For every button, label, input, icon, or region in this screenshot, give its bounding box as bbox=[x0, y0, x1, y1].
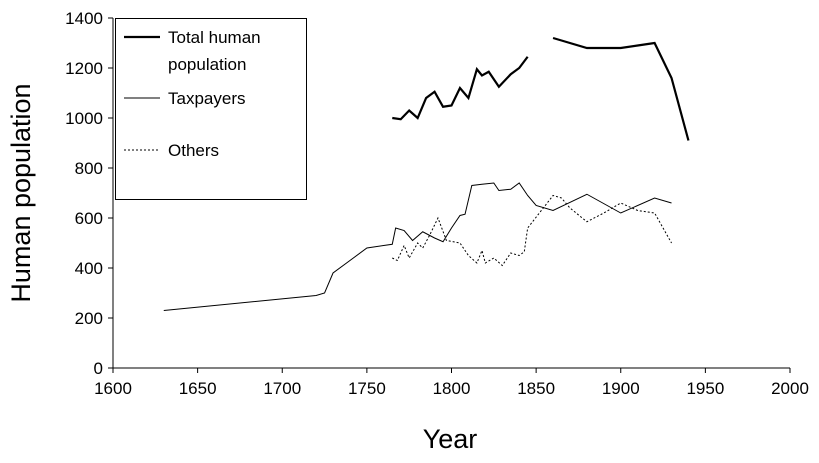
x-tick-label: 1650 bbox=[179, 379, 217, 398]
series-line bbox=[392, 36, 690, 141]
legend-swatch bbox=[124, 35, 160, 39]
series-line bbox=[163, 182, 672, 311]
y-tick-label: 1400 bbox=[65, 9, 103, 28]
y-axis-label: Human population bbox=[6, 83, 36, 302]
legend-label: Others bbox=[168, 141, 220, 160]
x-tick-label: 1700 bbox=[263, 379, 301, 398]
legend-swatch bbox=[124, 149, 160, 151]
legend-swatch bbox=[124, 97, 160, 99]
series-line bbox=[392, 194, 672, 267]
y-tick-label: 800 bbox=[75, 159, 103, 178]
y-tick-label: 400 bbox=[75, 259, 103, 278]
x-tick-label: 1950 bbox=[686, 379, 724, 398]
x-tick-label: 2000 bbox=[771, 379, 809, 398]
x-tick-label: 1750 bbox=[348, 379, 386, 398]
legend-label: Taxpayers bbox=[168, 89, 246, 108]
x-axis-label: Year bbox=[423, 424, 478, 454]
x-tick-label: 1850 bbox=[517, 379, 555, 398]
y-tick-label: 200 bbox=[75, 309, 103, 328]
y-tick-label: 600 bbox=[75, 209, 103, 228]
legend: Total human population Taxpayers Others bbox=[115, 18, 307, 200]
legend-label: Total human population bbox=[168, 28, 261, 74]
x-tick-label: 1600 bbox=[94, 379, 132, 398]
x-tick-label: 1800 bbox=[433, 379, 471, 398]
x-tick-label: 1900 bbox=[602, 379, 640, 398]
y-tick-label: 1200 bbox=[65, 59, 103, 78]
y-tick-label: 0 bbox=[94, 359, 103, 378]
y-tick-label: 1000 bbox=[65, 109, 103, 128]
